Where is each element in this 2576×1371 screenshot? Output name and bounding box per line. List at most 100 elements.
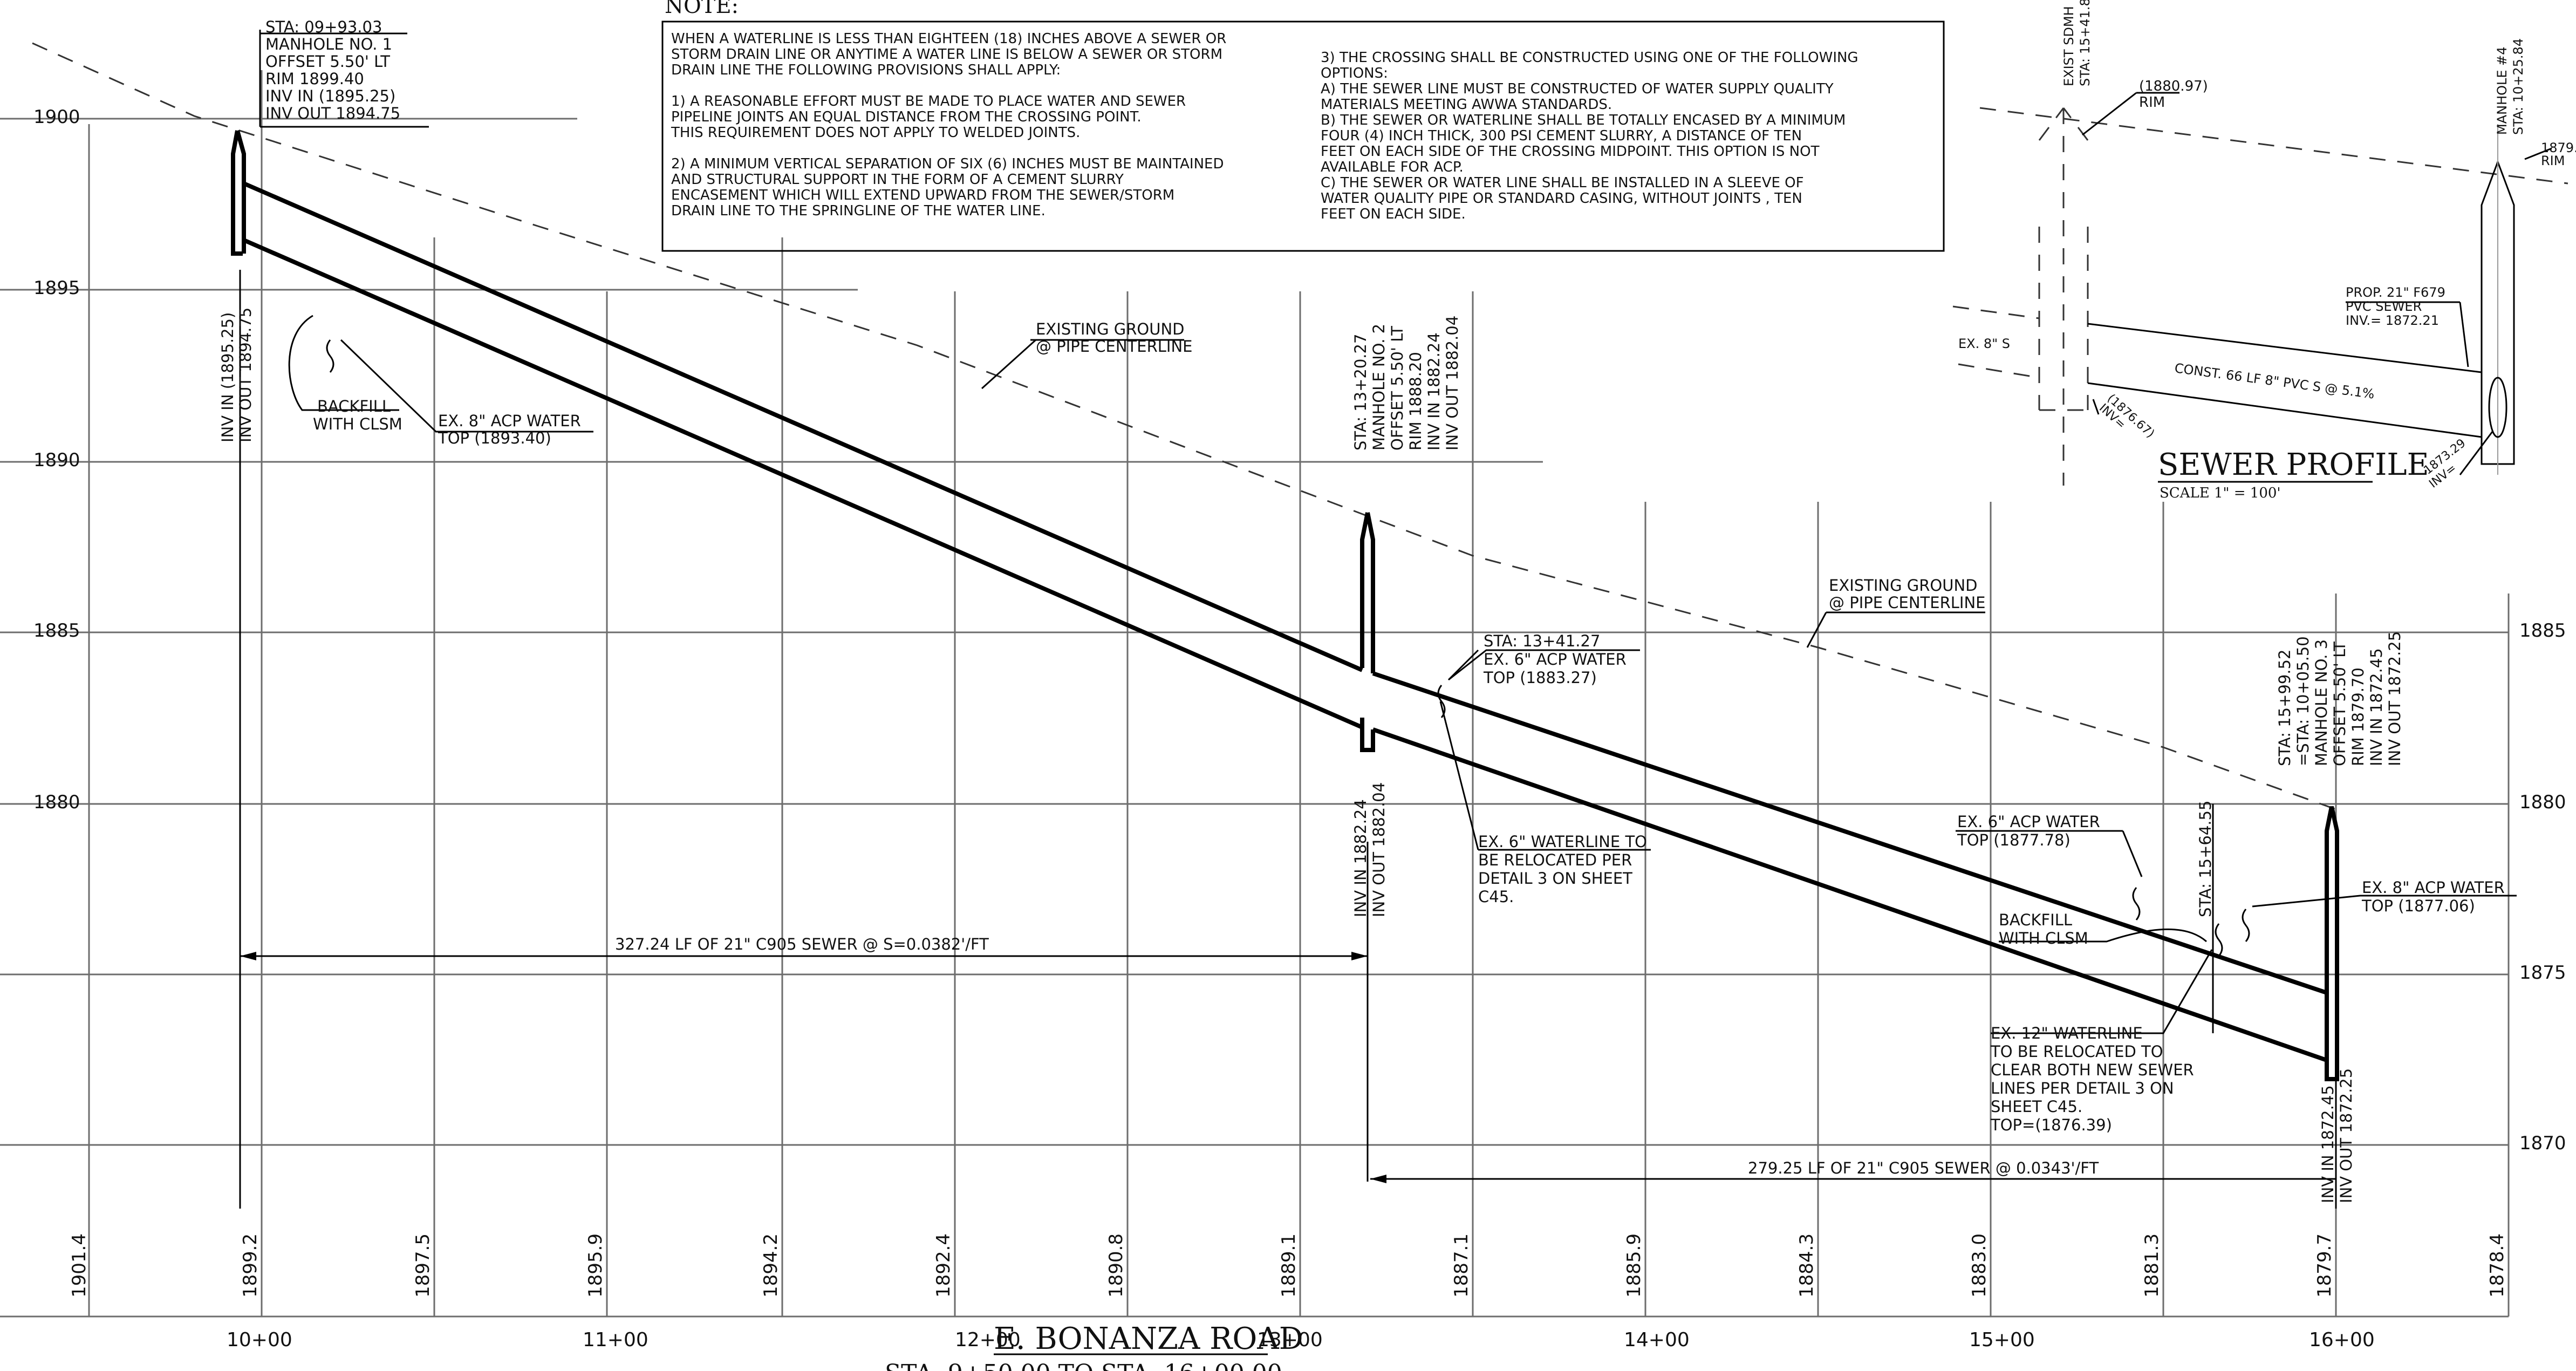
- svg-text:RIM 1879.70: RIM 1879.70: [2349, 667, 2367, 766]
- dimension-lines: [239, 270, 2337, 1209]
- manhole-2-label: STA: 13+20.27 MANHOLE NO. 2 OFFSET 5.50'…: [1351, 316, 1461, 451]
- ground-elevation-label: 1878.4: [2486, 1233, 2508, 1298]
- note-right-line: 3) THE CROSSING SHALL BE CONSTRUCTED USI…: [1321, 50, 1858, 66]
- manhole-1-vertical-inverts: INV IN (1895.25) INV OUT 1894.75: [218, 308, 255, 442]
- backfill-label-1: BACKFILL WITH CLSM: [313, 397, 402, 433]
- station-label: 16+00: [2309, 1329, 2375, 1351]
- svg-text:CONST. 66 LF 8" PVC S @ 5.1%: CONST. 66 LF 8" PVC S @ 5.1%: [2174, 360, 2375, 402]
- ground-elevation-label: 1884.3: [1796, 1233, 1817, 1298]
- svg-text:EX. 8" S: EX. 8" S: [1958, 336, 2010, 351]
- note-right-line: B) THE SEWER OR WATERLINE SHALL BE TOTAL…: [1321, 112, 1846, 128]
- svg-text:EXISTING GROUND: EXISTING GROUND: [1829, 576, 1978, 595]
- ground-elevation-label: 1889.1: [1278, 1233, 1300, 1298]
- sewer-profile-inset: [1952, 92, 2568, 486]
- sewer-profile-title: SEWER PROFILE: [2158, 447, 2429, 482]
- note-left-line: DRAIN LINE THE FOLLOWING PROVISIONS SHAL…: [671, 62, 1061, 78]
- note-right-line: OPTIONS:: [1321, 65, 1388, 81]
- manhole-3: [2325, 806, 2339, 1081]
- ground-elevation-label: 1881.3: [2141, 1233, 2163, 1298]
- elevation-label-right: 1875: [2519, 962, 2566, 984]
- existing-ground-label-1: EXISTING GROUND @ PIPE CENTERLINE: [1036, 320, 1192, 356]
- manhole-1: [231, 129, 246, 256]
- station-label: 14+00: [1624, 1329, 1690, 1351]
- elevation-label-left: 1895: [33, 277, 80, 299]
- sewer-pipe-top-1: [243, 181, 1363, 672]
- note-left-column: WHEN A WATERLINE IS LESS THAN EIGHTEEN (…: [671, 31, 1226, 219]
- title-range: STA. 9+50.00 TO STA. 16+00.00: [885, 1360, 1282, 1371]
- svg-text:LINES PER DETAIL 3 ON: LINES PER DETAIL 3 ON: [1991, 1079, 2174, 1097]
- backfill-label-2: BACKFILL WITH CLSM: [1999, 911, 2088, 947]
- note-left-line: WHEN A WATERLINE IS LESS THAN EIGHTEEN (…: [671, 31, 1226, 47]
- mh2-inv-in: INV IN 1882.24: [1425, 332, 1443, 451]
- mh2-sta: STA: 13+20.27: [1351, 334, 1370, 451]
- sewer-pipes: [243, 181, 2328, 1062]
- ground-elevation-label: 1894.2: [760, 1233, 782, 1298]
- elevation-label-right: 1870: [2519, 1133, 2566, 1154]
- svg-text:TO BE RELOCATED TO: TO BE RELOCATED TO: [1990, 1042, 2163, 1061]
- sewer-pipe-top-2: [1372, 671, 2328, 995]
- elevation-label-right: 1885: [2519, 620, 2566, 642]
- ground-elevation-label: 1885.9: [1623, 1233, 1645, 1298]
- station-label: 15+00: [1969, 1329, 2035, 1351]
- svg-text:STA: 15+99.52: STA: 15+99.52: [2276, 650, 2294, 766]
- water-crossing-1: [326, 339, 334, 373]
- svg-text:SHEET C45.: SHEET C45.: [1991, 1097, 2082, 1116]
- svg-text:PVC SEWER: PVC SEWER: [2346, 299, 2422, 314]
- svg-text:BE RELOCATED PER: BE RELOCATED PER: [1478, 851, 1632, 869]
- manhole-1-label-line: INV OUT 1894.75: [265, 104, 400, 122]
- sta-1341-label: STA: 13+41.27 EX. 6" ACP WATER TOP (1883…: [1483, 632, 1627, 687]
- svg-text:INV IN 1872.45: INV IN 1872.45: [2319, 1085, 2337, 1203]
- leader-lines: [288, 315, 2517, 1034]
- note-left-line: 1) A REASONABLE EFFORT MUST BE MADE TO P…: [671, 93, 1186, 110]
- svg-text:EXISTING GROUND: EXISTING GROUND: [1036, 320, 1185, 338]
- note-left-line: ENCASEMENT WHICH WILL EXTEND UPWARD FROM…: [671, 187, 1174, 203]
- ground-elevation-labels: 1901.4 1899.2 1897.5 1895.9 1894.2 1892.4 1890…: [69, 1233, 2508, 1298]
- elevation-label-left: 1900: [33, 106, 80, 128]
- note-box: [661, 21, 1945, 252]
- svg-text:STA: 15+41.87: STA: 15+41.87: [2078, 0, 2093, 86]
- ex6-acp-water-label-2: EX. 6" ACP WATER TOP (1877.78): [1957, 813, 2100, 849]
- svg-text:WITH CLSM: WITH CLSM: [313, 415, 402, 433]
- manhole-3-label: STA: 15+99.52 =STA: 10+05.50 MANHOLE NO.…: [2276, 631, 2404, 766]
- svg-text:EX. 8" ACP WATER: EX. 8" ACP WATER: [2362, 878, 2505, 897]
- svg-text:INV OUT 1872.25: INV OUT 1872.25: [2386, 631, 2404, 766]
- ground-elevation-label: 1879.7: [2314, 1233, 2335, 1298]
- manhole-1-label-line: STA: 09+93.03: [265, 18, 382, 36]
- mh2-offset: OFFSET 5.50' LT: [1388, 326, 1406, 451]
- svg-text:WITH CLSM: WITH CLSM: [1999, 929, 2088, 947]
- ex8-acp-water-label-2: EX. 8" ACP WATER TOP (1877.06): [2361, 878, 2505, 915]
- note-right-line: FOUR (4) INCH THICK, 300 PSI CEMENT SLUR…: [1321, 128, 1802, 144]
- manhole-1-label-line: OFFSET 5.50' LT: [265, 52, 390, 71]
- svg-text:INV IN 1882.24: INV IN 1882.24: [1351, 799, 1370, 917]
- mh2-name: MANHOLE NO. 2: [1370, 324, 1388, 451]
- svg-text:MANHOLE #4: MANHOLE #4: [2495, 46, 2510, 135]
- svg-text:TOP (1877.06): TOP (1877.06): [2361, 897, 2475, 915]
- ground-elevation-label: 1901.4: [69, 1233, 90, 1298]
- note-right-line: WATER QUALITY PIPE OR STANDARD CASING, W…: [1321, 190, 1802, 207]
- note-heading: NOTE:: [665, 0, 739, 18]
- ground-elevation-label: 1892.4: [933, 1233, 954, 1298]
- svg-text:DETAIL 3 ON SHEET: DETAIL 3 ON SHEET: [1478, 869, 1632, 888]
- note-right-line: MATERIALS MEETING AWWA STANDARDS.: [1321, 97, 1612, 113]
- existing-ground-label-2: EXISTING GROUND @ PIPE CENTERLINE: [1829, 576, 1985, 612]
- svg-text:CLEAR BOTH NEW SEWER: CLEAR BOTH NEW SEWER: [1991, 1061, 2194, 1079]
- manhole-2: [1360, 512, 1375, 752]
- note-left-line: PIPELINE JOINTS AN EQUAL DISTANCE FROM T…: [671, 109, 1142, 125]
- manhole-1-label-line: RIM 1899.40: [265, 70, 364, 88]
- svg-text:RIM: RIM: [2139, 94, 2165, 111]
- ex12-waterline-label: EX. 12" WATERLINE TO BE RELOCATED TO CLE…: [1990, 1024, 2194, 1134]
- svg-text:TOP (1893.40): TOP (1893.40): [438, 429, 551, 447]
- ground-elevation-label: 1899.2: [240, 1233, 261, 1298]
- svg-text:EX. 12" WATERLINE: EX. 12" WATERLINE: [1991, 1024, 2143, 1042]
- note-left-line: STORM DRAIN LINE OR ANYTIME A WATER LINE…: [671, 46, 1222, 63]
- ground-elevation-label: 1895.9: [585, 1233, 606, 1298]
- note-right-line: A) THE SEWER LINE MUST BE CONSTRUCTED OF…: [1321, 81, 1834, 97]
- elevation-label-left: 1890: [33, 449, 80, 471]
- svg-text:TOP (1883.27): TOP (1883.27): [1483, 669, 1597, 687]
- svg-text:@ PIPE CENTERLINE: @ PIPE CENTERLINE: [1036, 337, 1192, 356]
- mh1-inv-in: INV IN (1895.25): [218, 312, 237, 442]
- water-crossings: [326, 339, 2250, 957]
- elevation-grid: [0, 118, 2509, 1318]
